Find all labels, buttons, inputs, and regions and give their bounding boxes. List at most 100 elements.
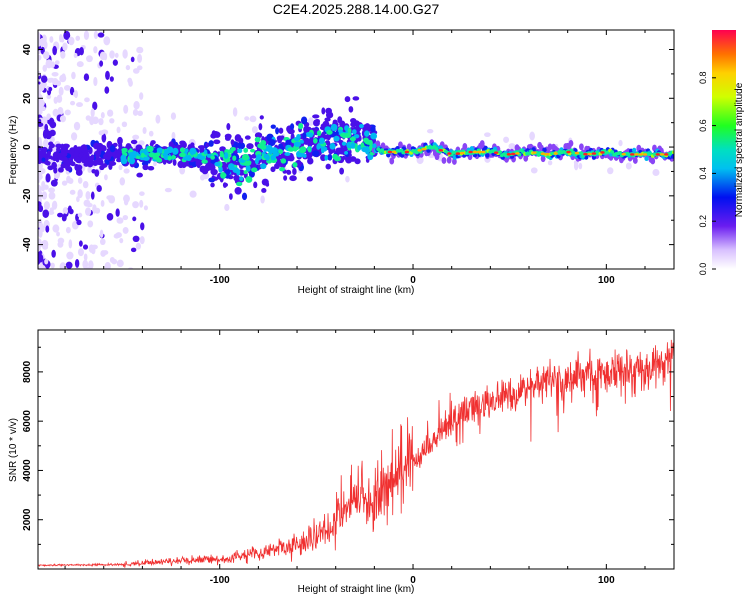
spectrogram-blob [249, 115, 257, 123]
spectrogram-ticks: -100 0 100 -40 -20 0 20 40 [22, 30, 674, 286]
spectrogram-blob [89, 116, 95, 126]
spectrogram-blob [234, 186, 242, 195]
spectrogram-blob [459, 151, 465, 155]
spectrogram-blob [103, 36, 111, 46]
spectrogram-blob [251, 167, 258, 173]
spectrogram-blob [313, 137, 318, 144]
spectrogram-blob [139, 191, 145, 196]
spectrogram-blob [243, 147, 249, 153]
spectrogram-blob [257, 143, 265, 149]
spectrogram-blob [298, 122, 304, 130]
spectrogram-blob [321, 107, 326, 115]
spectrogram-blob [142, 164, 149, 171]
snr-ylabel: SNR (10 * v/v) [8, 418, 19, 482]
spectrogram-blob [41, 180, 46, 189]
spectrogram-blob [140, 222, 145, 231]
spectrogram-blob [86, 55, 93, 63]
snr-ytick-label: 4000 [22, 459, 33, 482]
spectrogram-blob [569, 148, 574, 152]
spectrogram-blob [90, 108, 95, 118]
spectrogram-blob [112, 59, 118, 66]
spectrogram-blob [51, 61, 55, 68]
colorbar-tick-label: 0.2 [698, 215, 708, 228]
spectrogram-blob [81, 155, 86, 164]
spectrogram-blob [76, 61, 84, 68]
spectrogram-blob [75, 267, 81, 269]
spectrogram-blob [179, 140, 186, 146]
spectrogram-blob [85, 190, 91, 200]
spectrogram-blob [38, 122, 44, 127]
spectrogram-blob [236, 181, 243, 187]
spectrogram-frame [37, 29, 675, 270]
spectrogram-blob [224, 203, 230, 212]
spectrogram-blob [364, 123, 371, 129]
spectrogram-blob [201, 159, 208, 164]
spectrogram-blob [70, 132, 78, 141]
spectrogram-blob [468, 150, 473, 154]
spectrogram-blob [65, 261, 73, 269]
colorbar-tick-label: 0.0 [698, 263, 708, 276]
spectrogram-blob [201, 167, 209, 175]
spectrogram-blob [100, 200, 105, 207]
spectrogram-blob [283, 175, 288, 181]
spectrogram-blob [56, 231, 60, 237]
spectrogram-blob [58, 86, 64, 96]
spectrogram-blob [104, 261, 111, 269]
spectrogram-blob [607, 167, 614, 175]
spectrogram-blob [365, 139, 372, 145]
spectrogram-blob [73, 121, 81, 131]
spectrogram-blob [166, 146, 174, 154]
spectrogram-blob [99, 164, 105, 171]
spectrogram-blob [335, 147, 341, 153]
spectrogram-blob [542, 147, 547, 153]
spectrogram-blob [287, 154, 295, 162]
snr-ytick-label: 8000 [22, 360, 33, 383]
spectrogram-blob [506, 152, 512, 156]
spectrogram-blob [77, 189, 83, 199]
spectrogram-blob [128, 151, 135, 157]
spectrogram-blob [143, 205, 148, 211]
spectrogram-xtick-label: -100 [210, 275, 230, 286]
spectrogram-blob [197, 153, 202, 160]
spectrogram-blob [148, 130, 154, 137]
spectrogram-blob [350, 142, 356, 149]
spectrogram-blob [300, 139, 304, 144]
spectrogram-blob [137, 53, 143, 63]
spectrogram-blob [38, 104, 43, 113]
spectrogram-blob [43, 201, 50, 210]
spectrogram-blob [90, 154, 95, 161]
spectrogram-blob [339, 132, 347, 138]
spectrogram-blob [107, 109, 114, 117]
spectrogram-blob [125, 64, 131, 71]
spectrogram-blob [232, 167, 240, 174]
spectrogram-blob [99, 229, 104, 238]
spectrogram-blob [285, 139, 291, 147]
spectrogram-blob [82, 259, 89, 269]
spectrogram-blob [387, 150, 393, 154]
spectrogram-blob [325, 163, 331, 170]
spectrogram-blob [122, 49, 128, 59]
spectrogram-blob [100, 112, 105, 119]
spectrogram-blob [245, 176, 253, 183]
spectrogram-blob [74, 258, 80, 268]
spectrogram-blob [76, 196, 80, 203]
spectrogram-blob [265, 154, 270, 161]
spectrogram-blob [50, 262, 55, 269]
spectrogram-blob [119, 238, 124, 244]
spectrogram-blob [333, 135, 340, 142]
spectrogram-blob [547, 160, 553, 166]
spectrogram-blob [51, 71, 59, 77]
spectrogram-blob [359, 124, 364, 129]
spectrogram-blob [308, 117, 314, 126]
spectrogram-blob [325, 107, 333, 115]
spectrogram-blob [57, 212, 64, 218]
spectrogram-blob [341, 141, 347, 146]
spectrogram-blob [327, 154, 333, 161]
spectrogram-blob [109, 118, 115, 124]
spectrogram-blob [106, 213, 114, 221]
spectrogram-blob [280, 158, 287, 164]
spectrogram-blob [361, 146, 369, 153]
spectrogram-blob [38, 257, 41, 265]
spectrogram-blob [62, 272, 66, 281]
spectrogram-blob [210, 155, 215, 160]
